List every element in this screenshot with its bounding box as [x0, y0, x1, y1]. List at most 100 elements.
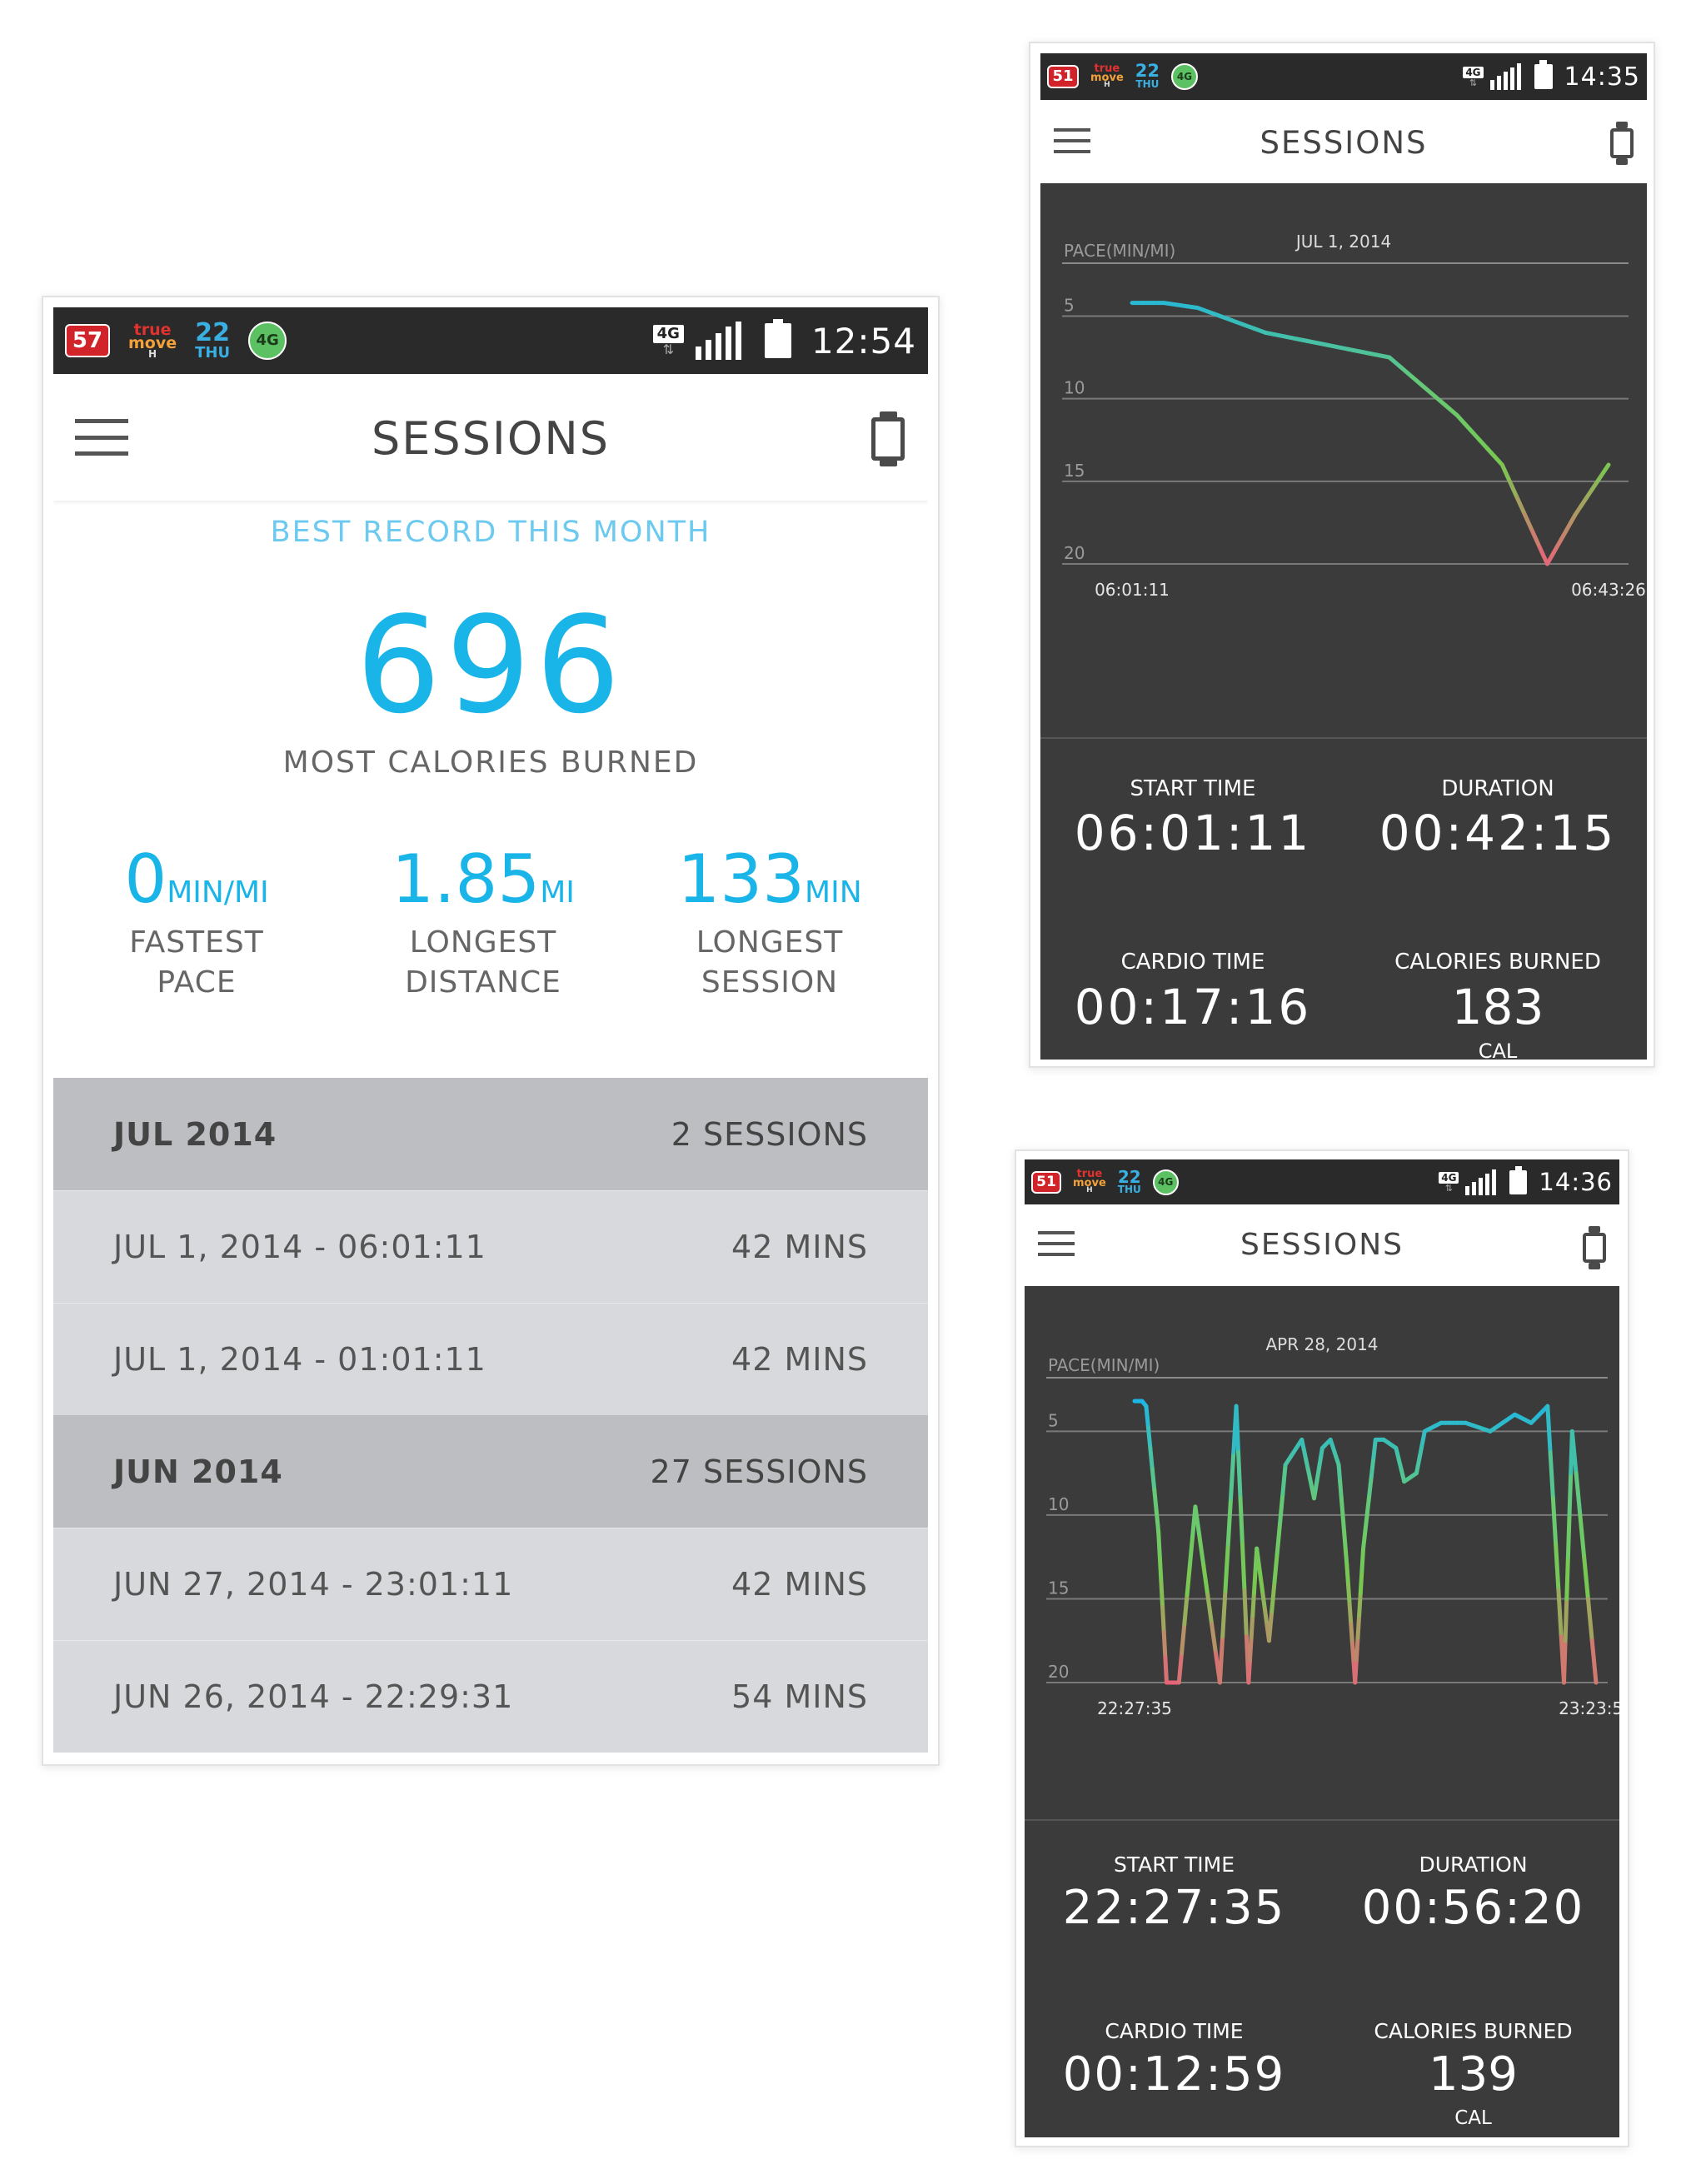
carrier-bottom: move: [1090, 72, 1124, 85]
pace-line-segment: [1340, 1513, 1347, 1534]
pace-line-segment: [1260, 1592, 1268, 1613]
y-tick-label: 10: [1064, 378, 1085, 398]
pace-line-segment: [1358, 1568, 1364, 1596]
watch-icon[interactable]: [871, 411, 905, 466]
calories-burned-value: 139: [1429, 2047, 1518, 2102]
start-time-value: 22:27:35: [1062, 1881, 1286, 1935]
pace-line-segment: [1353, 1658, 1359, 1685]
pace-line-segment: [1529, 528, 1542, 550]
battery-icon: [764, 319, 791, 358]
pace-line-segment: [1284, 334, 1309, 343]
pace-line-segment: [1550, 1496, 1559, 1547]
start-time-label: START TIME: [1130, 776, 1256, 801]
month-header-jul-2014[interactable]: JUL 2014 2 SESSIONS: [53, 1078, 928, 1190]
carrier-logo: true move H: [128, 322, 177, 361]
month-label: JUL 2014: [113, 1115, 277, 1153]
pace-line-segment: [1242, 1588, 1249, 1639]
date-number: 22: [195, 318, 230, 348]
notification-count-badge: 51: [1031, 1170, 1061, 1194]
longest-session-label: LONGEST SESSION: [696, 925, 844, 1000]
pace-line-segment: [1600, 462, 1611, 476]
carrier-h: H: [148, 348, 157, 361]
pace-line-segment: [1248, 1635, 1254, 1663]
pace-line-segment: [1367, 1473, 1374, 1497]
y-tick-label: 5: [1048, 1410, 1059, 1430]
y-tick-label: 20: [1064, 543, 1085, 563]
session-detail-panel: APR 28, 2014 PACE(MIN/MI) 5 10 15 20 22:27:35…: [1025, 1286, 1619, 2137]
calendar-date: 22 THU: [1118, 1169, 1141, 1194]
session-date: APR 28, 2014: [1265, 1334, 1379, 1354]
session-duration: 42 MINS: [731, 1229, 868, 1265]
month-header-jun-2014[interactable]: JUN 2014 27 SESSIONS: [53, 1415, 928, 1528]
pace-line-segment: [1545, 1404, 1553, 1454]
network-type: 4G: [1463, 66, 1484, 78]
longest-distance-label: LONGEST DISTANCE: [405, 925, 561, 1000]
signal-bars-icon: [695, 322, 741, 360]
carrier-bottom: move: [128, 333, 177, 352]
pace-line-segment: [1220, 1588, 1228, 1639]
pace-line-segment: [1152, 1488, 1159, 1513]
start-time-value: 06:01:11: [1074, 805, 1312, 861]
pace-line-segment: [1157, 1554, 1164, 1584]
pace-line-segment: [1409, 374, 1426, 389]
duration-label: DURATION: [1419, 1852, 1528, 1877]
y-tick-label: 20: [1048, 1662, 1069, 1682]
battery-icon: [1509, 1165, 1528, 1194]
pace-line-segment: [1238, 1496, 1245, 1547]
network-type: 4G: [1439, 1171, 1459, 1184]
pace-line-segment: [1561, 1638, 1568, 1685]
session-datetime: JUL 1, 2014 - 06:01:11: [113, 1229, 486, 1265]
session-detail-screen: 51 true move H 22 THU 4G 4G ⇅: [1025, 1159, 1619, 2137]
watch-icon[interactable]: [1583, 1226, 1606, 1269]
cardio-time-value: 00:17:16: [1074, 979, 1312, 1035]
pace-line-segment: [1345, 347, 1371, 356]
carrier-h: H: [1086, 1186, 1093, 1195]
notification-count-badge: 57: [65, 324, 110, 357]
carrier-logo: true move H: [1073, 1169, 1106, 1194]
pace-line-segment: [1266, 1609, 1275, 1643]
menu-icon[interactable]: [75, 419, 128, 456]
pace-line-segment: [1217, 1634, 1225, 1685]
pace-line-segment: [1161, 1630, 1168, 1660]
menu-icon[interactable]: [1038, 1231, 1075, 1256]
pace-line-segment: [1361, 1528, 1368, 1551]
sessions-list-phone: 57 true move H 22 THU 4G 4G ⇅: [42, 296, 940, 1766]
pace-line-segment: [1537, 545, 1549, 566]
pace-line-segment: [1150, 1467, 1157, 1493]
network-4g-icon: 4G ⇅: [1439, 1171, 1459, 1193]
longest-distance-value: 1.85: [392, 840, 541, 918]
pace-line-segment: [1201, 1563, 1210, 1597]
duration-value: 00:56:20: [1361, 1881, 1585, 1935]
pace-line-segment: [1205, 1592, 1215, 1627]
fastest-pace-unit: MIN/MI: [167, 875, 269, 910]
page-title: SESSIONS: [1260, 125, 1428, 161]
page-title: SESSIONS: [371, 412, 611, 465]
calories-burned-label: CALORIES BURNED: [1394, 950, 1601, 975]
pace-line-segment: [1223, 1542, 1230, 1593]
signal-bars-icon: [1489, 63, 1521, 90]
pace-line-segment: [1225, 1496, 1234, 1547]
y-tick-label: 15: [1048, 1578, 1069, 1598]
sessions-list-screen: 57 true move H 22 THU 4G 4G ⇅: [53, 307, 928, 1754]
session-row[interactable]: JUL 1, 2014 - 01:01:11 42 MINS: [53, 1303, 928, 1415]
pace-line-segment: [1263, 1608, 1270, 1628]
watch-icon[interactable]: [1610, 122, 1634, 165]
session-row[interactable]: JUL 1, 2014 - 06:01:11 42 MINS: [53, 1190, 928, 1303]
date-number: 22: [1135, 61, 1160, 82]
network-4g-icon: 4G ⇅: [1463, 66, 1484, 87]
pace-line-segment: [1556, 1588, 1564, 1639]
pace-line-segment: [1259, 1577, 1265, 1597]
pace-line-segment: [1180, 1622, 1187, 1656]
session-row[interactable]: JUN 26, 2014 - 22:29:31 54 MINS: [53, 1640, 928, 1753]
pace-line-segment: [1563, 1596, 1569, 1643]
pace-line-segment: [1255, 1546, 1261, 1567]
carrier-top: true: [1076, 1168, 1103, 1181]
pace-line-segment: [1197, 1533, 1206, 1568]
pace-line-segment: [1363, 1510, 1369, 1533]
cardio-time-label: CARDIO TIME: [1120, 950, 1265, 975]
menu-icon[interactable]: [1054, 128, 1090, 153]
session-row[interactable]: JUN 27, 2014 - 23:01:11 42 MINS: [53, 1528, 928, 1640]
pace-line-segment: [1145, 1424, 1153, 1450]
y-tick-label: 10: [1048, 1494, 1069, 1514]
pace-line-segment: [1369, 1455, 1376, 1478]
